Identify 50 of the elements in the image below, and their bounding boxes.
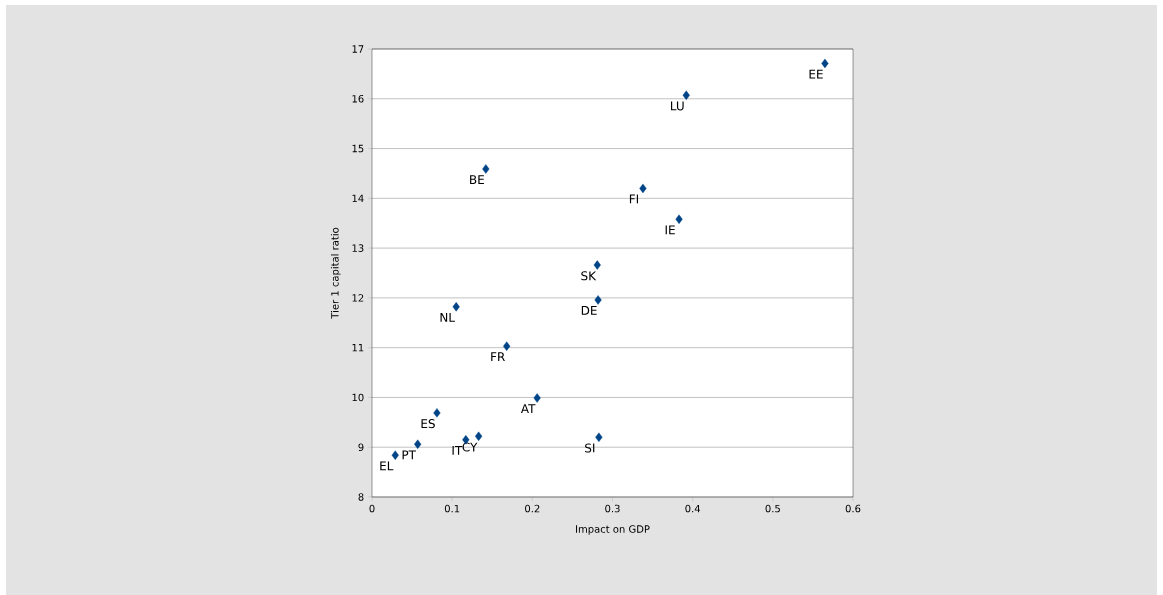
y-tick-label: 17 [352,45,364,53]
point [593,260,601,270]
annotation: DE [581,306,597,315]
annotation: EL [380,461,394,471]
annotation: EE [809,69,823,79]
x-tick-label: 0.1 [444,504,460,513]
annotation: PT [402,450,417,460]
annotation: FI [629,194,639,204]
y-tick-label: 11 [352,344,364,352]
point [675,214,683,224]
annotation: LU [671,101,684,111]
annotation: SK [581,271,597,281]
point [595,432,603,442]
y-tick-label: 9 [358,443,364,451]
x-tick-label: 0.4 [685,504,701,513]
point [594,295,602,305]
x-tick-label: 0.3 [605,504,620,513]
point [503,341,511,351]
y-tick-label: 14 [352,194,364,202]
annotation: NL [440,313,455,322]
y-axis-title: Tier 1 capital ratio [330,227,341,319]
point [414,439,422,449]
annotation: BE [470,175,484,184]
annotation: AT [520,404,536,413]
point [433,408,441,418]
point [482,164,490,174]
annotation: IT [452,445,463,455]
point [682,90,690,100]
y-tick-label: 16 [352,94,364,103]
point [452,302,460,312]
x-tick-label: 0.5 [765,504,780,513]
y-tick-label: 12 [352,294,364,302]
annotation: ES [421,419,435,429]
annotation: IE [665,225,675,235]
annotation: CY [462,442,478,452]
point [533,393,541,403]
x-tick-label: 0.2 [525,504,540,513]
x-tick-label: 0.6 [845,504,861,513]
point [639,183,647,194]
x-axis-title: Impact on GDP [576,525,650,535]
x-tick-label: 0 [369,504,375,513]
y-tick-label: 10 [352,393,364,402]
y-tick-label: 8 [358,493,364,501]
y-tick-label: 13 [352,244,364,252]
point [821,58,829,69]
point [475,431,483,441]
annotation: FR [491,352,505,362]
annotation: SI [585,443,595,453]
point [391,450,399,460]
y-tick-label: 15 [352,144,364,153]
